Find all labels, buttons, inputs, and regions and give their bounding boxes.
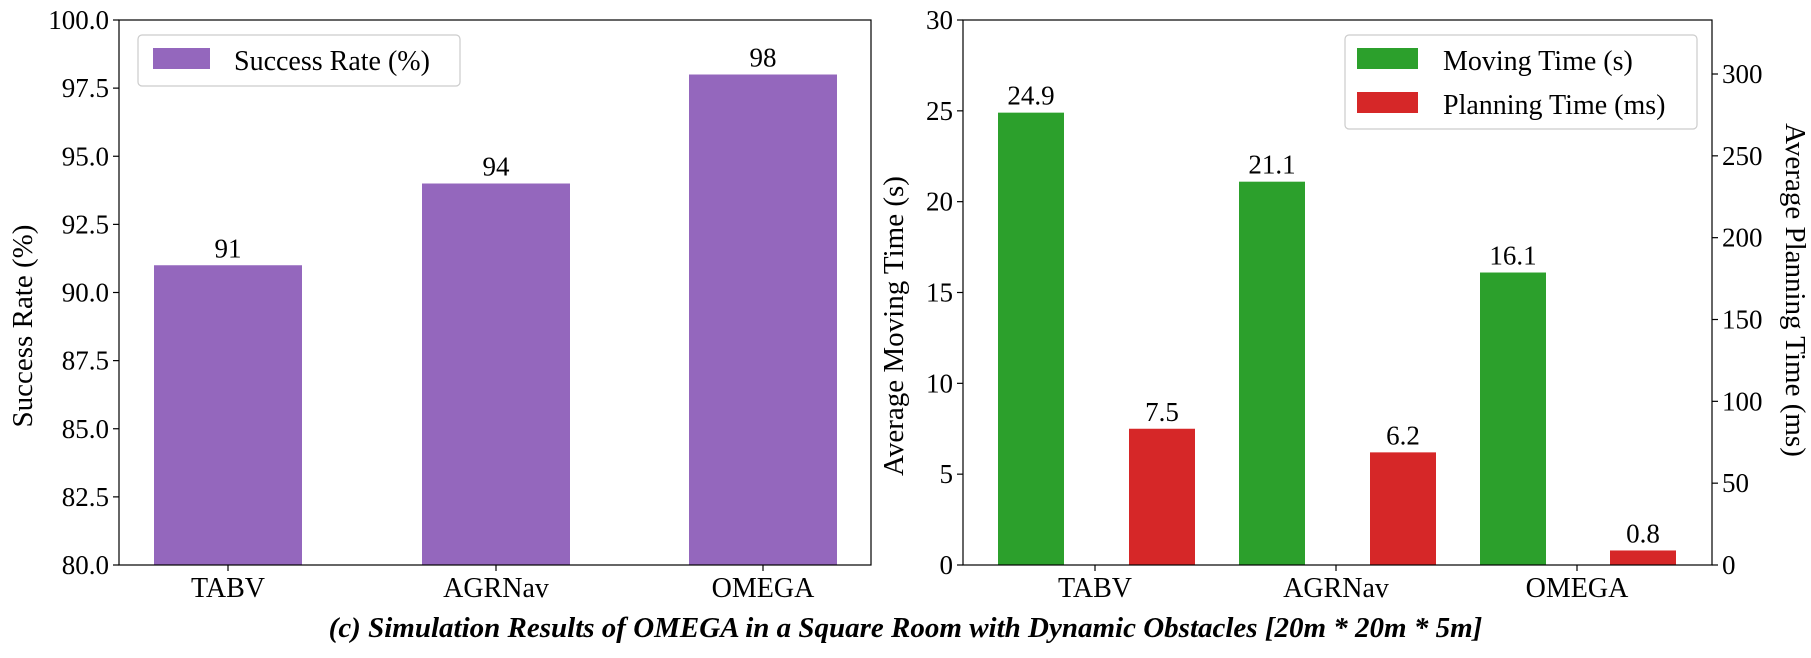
y-tick-label: 87.5 [62, 346, 109, 376]
bar-moving-time-tabv [998, 112, 1064, 566]
x-tick-label: AGRNav [443, 573, 549, 604]
legend: Moving Time (s) Planning Time (ms) [1344, 34, 1698, 130]
right-secondary-y-axis-label: Average Planning Time (ms) [1779, 123, 1811, 457]
legend-label-planning-time: Planning Time (ms) [1443, 90, 1665, 121]
data-label: 7.5 [1145, 397, 1179, 427]
y-right-tick-label: 100 [1722, 386, 1763, 416]
figure-caption: (c) Simulation Results of OMEGA in a Squ… [328, 612, 1483, 644]
y-right-tick-label: 50 [1722, 468, 1749, 498]
bar-success-rate-omega [689, 74, 837, 565]
y-tick-label: 100.0 [48, 5, 109, 35]
success-rate-chart: Success Rate (%) 91 TABV 94 AGRNav 98 OMEGA 80… [7, 5, 872, 604]
plot-frame [962, 19, 1713, 566]
data-label: 98 [750, 43, 777, 73]
bar-success-rate-tabv [154, 265, 302, 565]
data-label: 94 [483, 152, 511, 182]
bar-moving-time-omega [1480, 272, 1546, 565]
y-right-tick-label: 250 [1722, 141, 1763, 171]
x-tick-label: OMEGA [1526, 573, 1629, 604]
legend-label-success-rate: Success Rate (%) [234, 46, 430, 77]
data-label: 24.9 [1007, 81, 1054, 111]
y-tick-label: 82.5 [62, 482, 109, 512]
y-tick-label: 5 [940, 459, 954, 489]
y-tick-label: 30 [926, 5, 953, 35]
y-tick-label: 97.5 [62, 73, 109, 103]
legend-swatch-success-rate [153, 48, 210, 69]
legend-label-moving-time: Moving Time (s) [1443, 46, 1633, 77]
legend-swatch-planning-time [1357, 92, 1418, 113]
data-label: 16.1 [1489, 241, 1536, 271]
timing-chart: Average Moving Time (s) Average Planning… [878, 5, 1811, 604]
data-label: 0.8 [1626, 518, 1660, 548]
x-tick-label: AGRNav [1283, 573, 1389, 604]
x-tick-label: TABV [191, 573, 265, 604]
x-tick-label: OMEGA [712, 573, 815, 604]
bar-planning-time-omega [1610, 550, 1676, 565]
bar-moving-time-agrnav [1239, 181, 1305, 565]
right-y-axis-label: Average Moving Time (s) [878, 176, 910, 476]
y-tick-label: 85.0 [62, 414, 109, 444]
left-y-axis-label: Success Rate (%) [7, 225, 39, 428]
y-tick-label: 10 [926, 368, 953, 398]
legend-swatch-moving-time [1357, 48, 1418, 69]
y-tick-label: 15 [926, 278, 953, 308]
y-tick-label: 95.0 [62, 141, 109, 171]
legend: Success Rate (%) [137, 34, 461, 87]
y-tick-label: 0 [940, 550, 954, 580]
bar-success-rate-agrnav [422, 183, 570, 565]
figure: Success Rate (%) 91 TABV 94 AGRNav 98 OMEGA 80… [7, 5, 1811, 604]
data-label: 21.1 [1248, 150, 1295, 180]
y-tick-label: 20 [926, 187, 953, 217]
bar-planning-time-tabv [1129, 428, 1195, 565]
data-label: 91 [215, 233, 242, 263]
bar-planning-time-agrnav [1370, 452, 1436, 565]
y-tick-label: 25 [926, 96, 953, 126]
legend-box [137, 34, 461, 87]
y-right-tick-label: 0 [1722, 550, 1736, 580]
plot-frame [118, 19, 872, 566]
y-tick-label: 80.0 [62, 550, 109, 580]
y-tick-label: 90.0 [62, 278, 109, 308]
y-right-tick-label: 150 [1722, 305, 1763, 335]
y-right-tick-label: 300 [1722, 59, 1763, 89]
y-right-tick-label: 200 [1722, 223, 1763, 253]
x-tick-label: TABV [1058, 573, 1132, 604]
data-label: 6.2 [1386, 420, 1420, 450]
legend-box [1344, 34, 1698, 130]
y-tick-label: 92.5 [62, 209, 109, 239]
